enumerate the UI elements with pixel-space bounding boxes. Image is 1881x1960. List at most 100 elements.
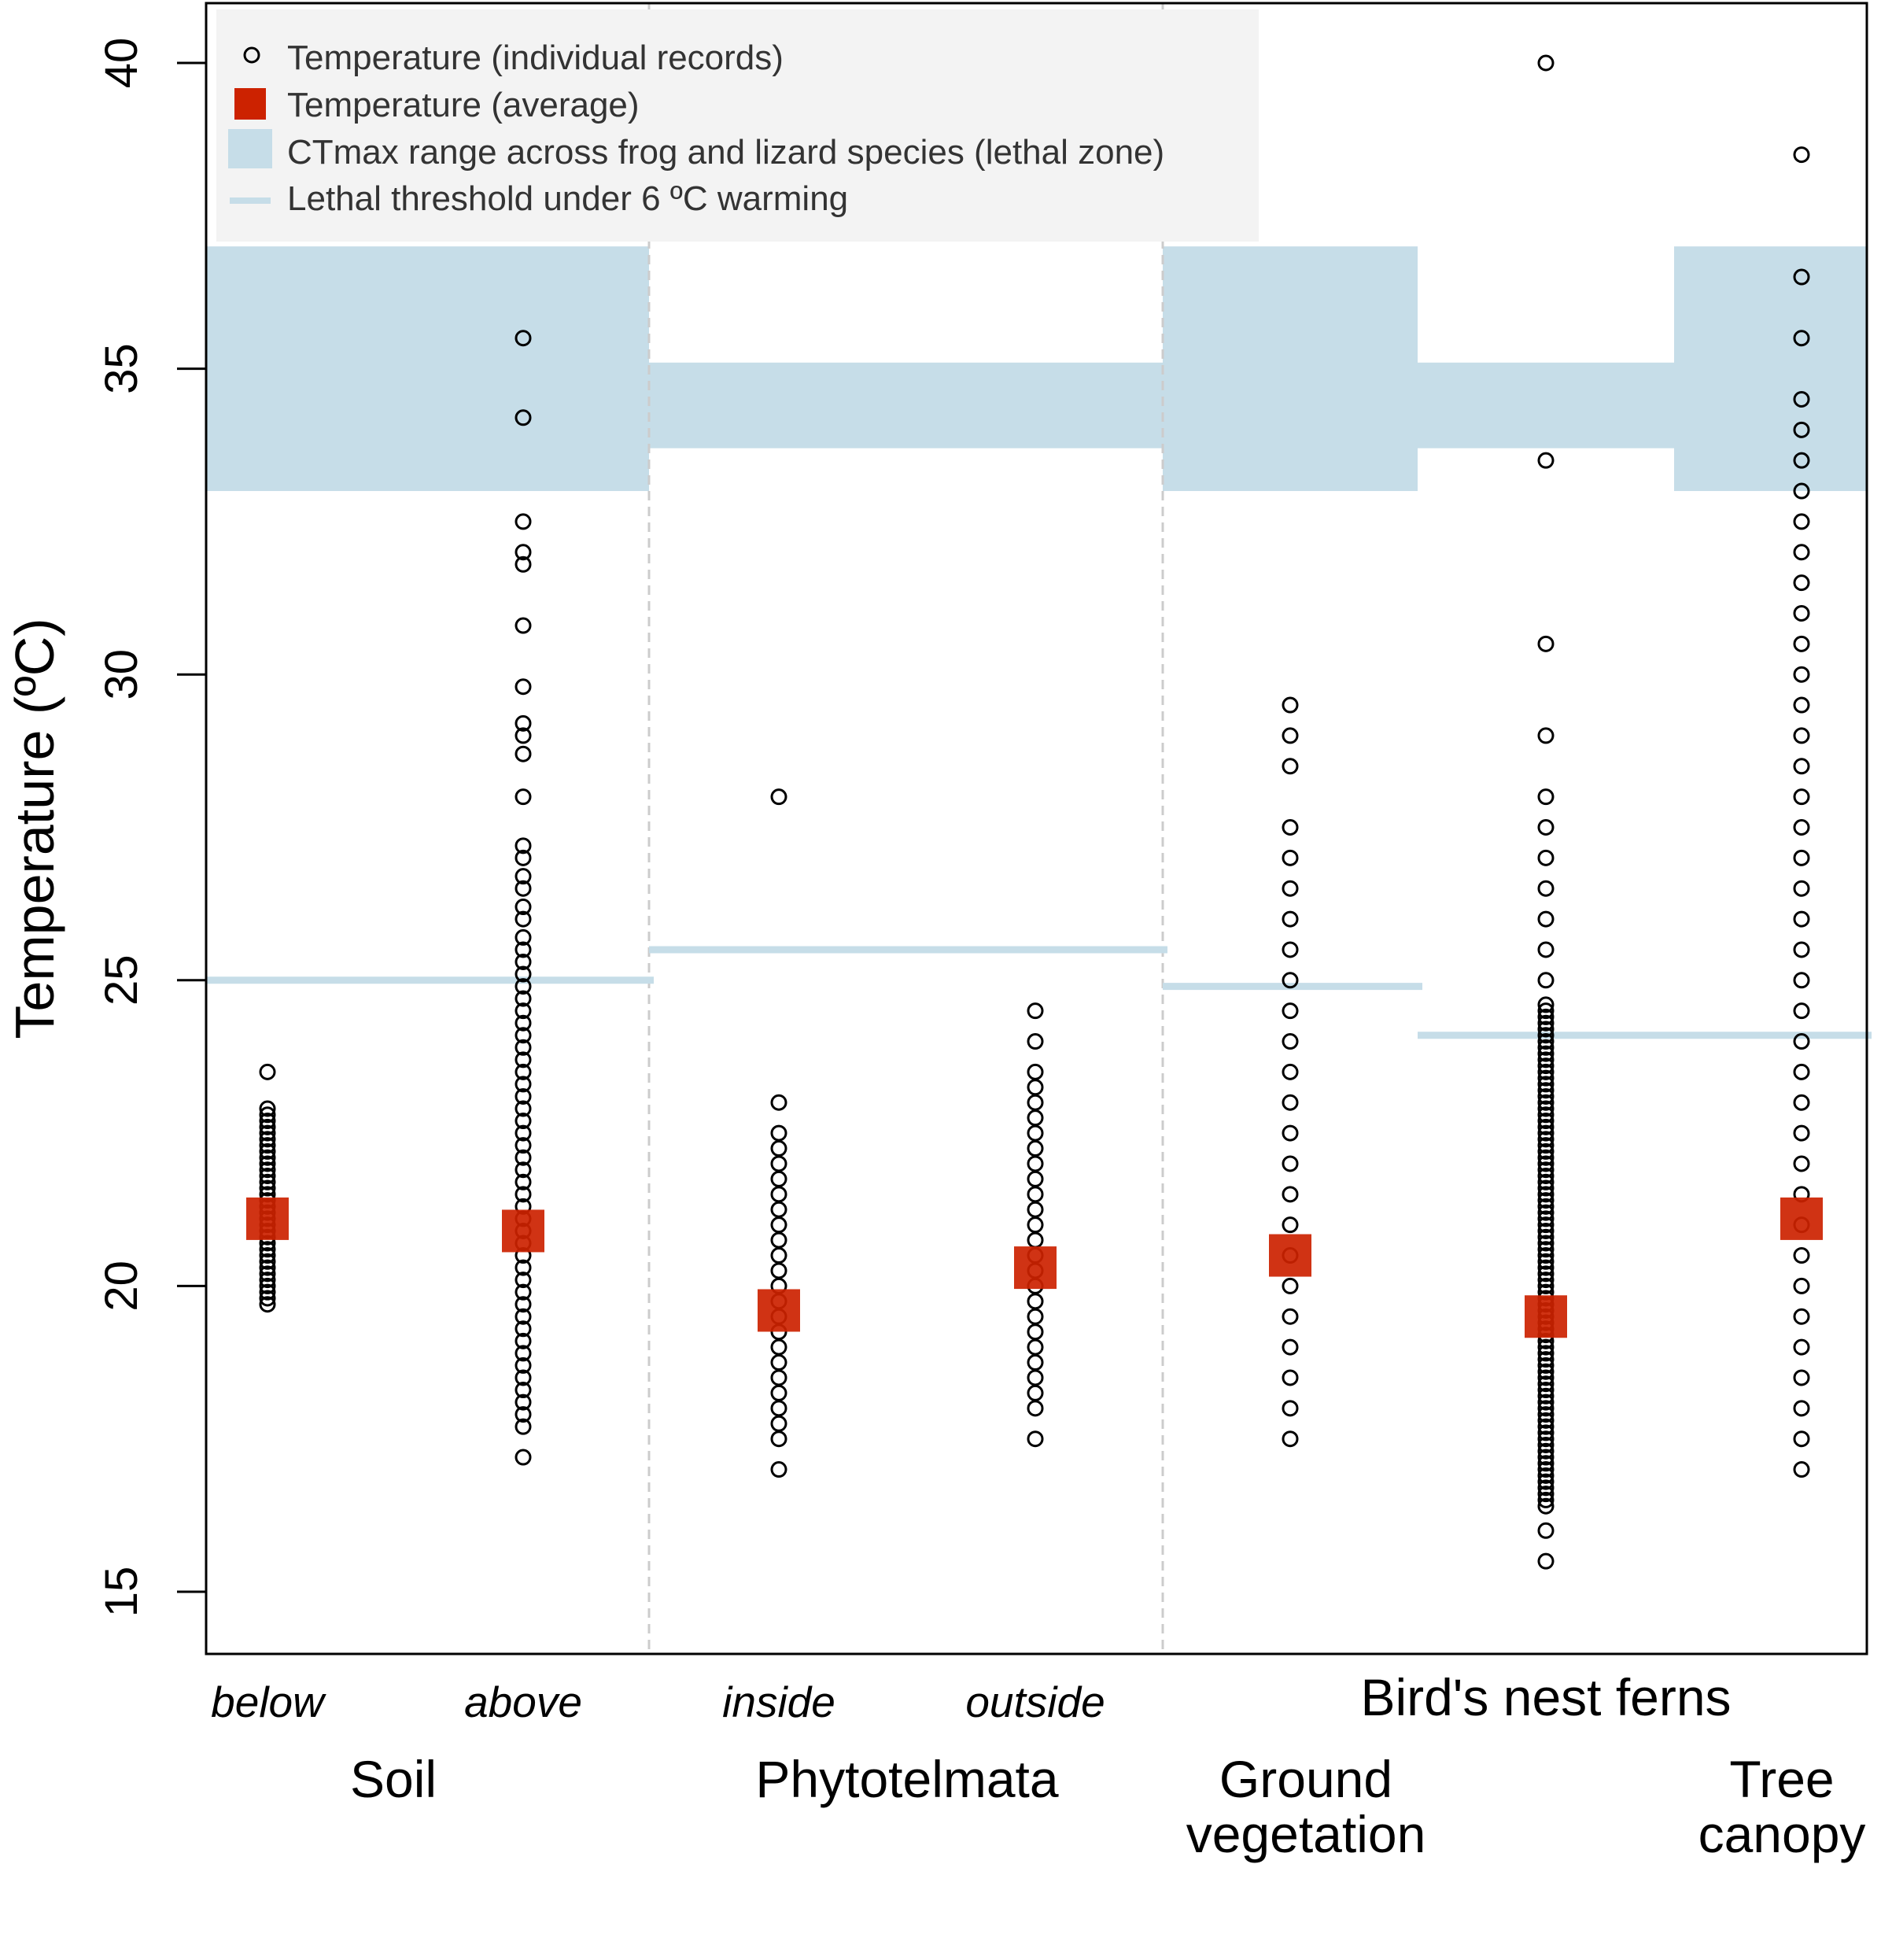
point-phyto_inside-19 [770,1140,787,1157]
mean-marker-fern_center [1525,1295,1567,1338]
point-soil_above-25 [515,1113,532,1130]
point-soil_above-29 [515,1063,532,1080]
point-fern_center-91 [1537,788,1555,806]
point-fern_center-64 [1537,1106,1555,1124]
group-label-3-line-0: Ground [1219,1750,1392,1808]
point-fern_center-9 [1537,1442,1555,1460]
point-fern_center-42 [1537,1241,1555,1258]
point-phyto_inside-11 [770,1262,787,1279]
point-fern_center-21 [1537,1369,1555,1386]
point-fern_canopy-17 [1793,910,1810,928]
point-soil_above-28 [515,1076,532,1093]
point-fern_center-24 [1537,1351,1555,1368]
point-soil_above-53 [515,617,532,634]
point-soil_below-30 [259,1113,276,1130]
point-fern_ground-2 [1282,1338,1299,1356]
point-fern_center-37 [1537,1272,1555,1289]
point-phyto_outside-2 [1027,1369,1044,1386]
point-phyto_inside-12 [770,1247,787,1264]
point-fern_center-25 [1537,1345,1555,1362]
point-soil_above-5 [515,1356,532,1374]
point-soil_above-22 [515,1149,532,1166]
point-soil_above-20 [515,1173,532,1190]
point-soil_above-45 [515,868,532,885]
point-fern_center-19 [1537,1382,1555,1399]
point-phyto_inside-4 [770,1369,787,1386]
point-fern_center-22 [1537,1363,1555,1380]
point-fern_center-66 [1537,1094,1555,1111]
point-phyto_inside-15 [770,1201,787,1218]
point-fern_center-48 [1537,1204,1555,1221]
point-phyto_outside-20 [1027,1094,1044,1111]
point-fern_center-52 [1537,1179,1555,1197]
group-label-1: Phytotelmata [755,1750,1058,1808]
point-soil_below-32 [259,1100,276,1117]
point-soil_above-27 [515,1087,532,1105]
point-soil_above-32 [515,1027,532,1044]
point-fern_center-58 [1537,1142,1555,1160]
point-fern_center-61 [1537,1124,1555,1142]
point-fern_ground-0 [1282,1400,1299,1417]
group-label-2-line-0: Bird's nest ferns [1360,1668,1731,1726]
point-fern_canopy-29 [1793,544,1810,561]
point-phyto_outside-15 [1027,1170,1044,1187]
point-fern_center-75 [1537,1039,1555,1056]
point-soil_below-2 [259,1283,276,1301]
point-fern_canopy-15 [1793,972,1810,989]
point-soil_below-20 [259,1173,276,1190]
point-fern_canopy-31 [1793,482,1810,500]
x-label-phyto_inside: inside [722,1678,835,1726]
point-fern_canopy-27 [1793,604,1810,622]
point-fern_center-65 [1537,1100,1555,1117]
point-fern_canopy-21 [1793,788,1810,806]
point-phyto_outside-12 [1027,1216,1044,1234]
point-fern_center-15 [1537,1406,1555,1423]
point-soil_above-42 [515,910,532,928]
point-fern_canopy-26 [1793,635,1810,652]
point-soil_above-48 [515,788,532,806]
point-fern_center-6 [1537,1461,1555,1478]
point-fern_ground-4 [1282,1277,1299,1294]
y-tick-label-20: 20 [96,1261,147,1312]
point-phyto_outside-21 [1027,1079,1044,1096]
ctmax-band-1 [649,362,1163,448]
point-fern_ground-1 [1282,1369,1299,1386]
point-fern_canopy-23 [1793,727,1810,744]
point-fern_center-89 [1537,849,1555,866]
point-fern_center-43 [1537,1235,1555,1252]
point-soil_above-9 [515,1308,532,1325]
point-fern_center-0 [1537,1497,1555,1515]
point-fern_canopy-28 [1793,574,1810,592]
point-fern_center-77 [1537,1027,1555,1044]
point-fern_center-72 [1537,1058,1555,1075]
point-fern_center-94 [1537,452,1555,469]
point-soil_above-36 [515,978,532,995]
point-phyto_outside-13 [1027,1201,1044,1218]
point-fern_canopy-36 [1793,330,1810,347]
point-fern_center-41 [1537,1247,1555,1264]
point-fern_ground-22 [1282,727,1299,744]
point-fern_center-90 [1537,819,1555,836]
mean-marker-fern_canopy [1780,1197,1823,1240]
point-soil_above-19 [515,1186,532,1203]
point-phyto_inside-6 [770,1338,787,1356]
point-fern_center-53 [1537,1173,1555,1190]
y-tick-label-15: 15 [96,1567,147,1618]
point-fern_canopy-33 [1793,421,1810,438]
ctmax-band-3 [1418,362,1674,448]
point-fern_center-46 [1537,1216,1555,1234]
ctmax-band-2 [1163,246,1418,492]
plot-frame [205,2,1868,1655]
point-phyto_inside-3 [770,1384,787,1401]
point-soil_below-9 [259,1241,276,1258]
point-phyto_inside-16 [770,1186,787,1203]
legend-blue-box-icon [228,129,272,168]
point-fern_ground-16 [1282,910,1299,928]
point-phyto_outside-6 [1027,1308,1044,1325]
point-fern_center-11 [1537,1430,1555,1448]
point-fern_center-4 [1537,1473,1555,1490]
point-soil_below-8 [259,1247,276,1264]
point-fern_center-51 [1537,1186,1555,1203]
point-soil_above-39 [515,941,532,958]
point-fern_center-69 [1537,1076,1555,1093]
